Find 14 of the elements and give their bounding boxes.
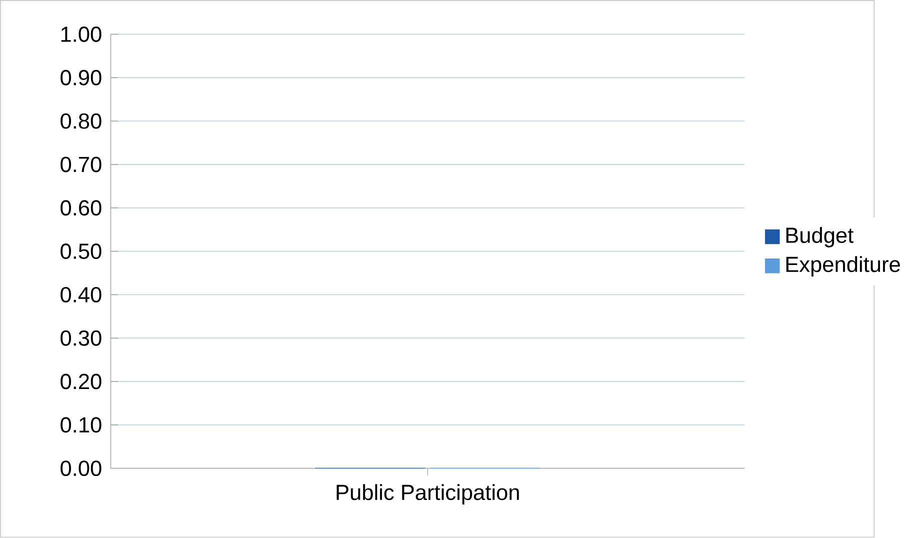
- y-tick-label: 0.10: [60, 417, 102, 433]
- legend-label: Budget: [786, 227, 854, 248]
- legend-label: Expenditure: [786, 256, 900, 277]
- x-tick-label: Public Participation: [336, 484, 519, 505]
- y-tick-label: 0.60: [60, 200, 102, 216]
- y-tick-label: 0.40: [60, 287, 102, 303]
- y-tick-label: 0.00: [60, 460, 102, 476]
- y-tick-label: 0.70: [60, 156, 102, 172]
- y-tick-label: 0.50: [60, 244, 102, 260]
- y-tick-label: 1.00: [61, 26, 102, 42]
- y-tick-label: 0.20: [60, 374, 102, 390]
- y-tick-label: 0.30: [60, 330, 102, 346]
- y-tick-label: 0.80: [60, 113, 102, 129]
- y-tick-label: 0.90: [60, 70, 102, 86]
